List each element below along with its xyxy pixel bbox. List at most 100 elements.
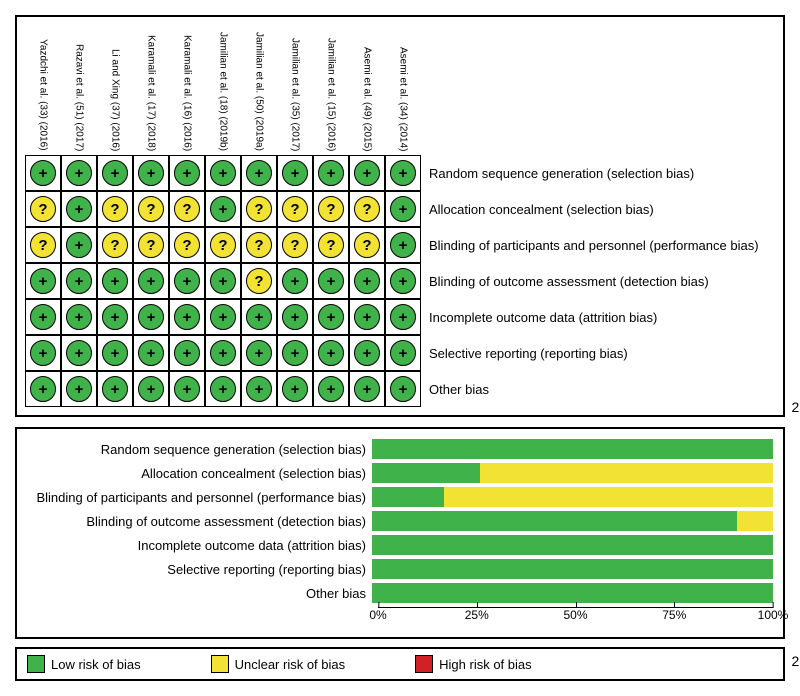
- bar-segment-low: [372, 511, 737, 531]
- grid-cell: +: [277, 371, 313, 407]
- grid-cell: ?: [97, 191, 133, 227]
- grid-cell: +: [349, 335, 385, 371]
- grid-cell: +: [169, 335, 205, 371]
- study-header-label: Jamilian et al. (50) (2019a): [254, 32, 265, 155]
- figure-label-a: 2a.: [792, 399, 800, 415]
- bar-row: Other bias: [27, 583, 773, 603]
- rating-circle-low: +: [30, 304, 56, 330]
- bar-segment-low: [372, 583, 773, 603]
- axis-tick: 25%: [465, 602, 489, 622]
- rating-circle-low: +: [138, 268, 164, 294]
- rating-circle-low: +: [282, 304, 308, 330]
- grid-cell: ?: [241, 191, 277, 227]
- grid-cell: +: [25, 371, 61, 407]
- rating-circle-low: +: [282, 376, 308, 402]
- grid-cell: ?: [25, 191, 61, 227]
- rating-circle-low: +: [66, 304, 92, 330]
- grid-cell: ?: [169, 227, 205, 263]
- rating-circle-low: +: [246, 376, 272, 402]
- study-headers-row: Yazdchi et al. (33) (2016)Razavi et al. …: [25, 25, 759, 155]
- grid-cell: +: [169, 371, 205, 407]
- rating-circle-low: +: [318, 304, 344, 330]
- rating-circle-low: +: [66, 196, 92, 222]
- grid-cell: +: [61, 227, 97, 263]
- grid-cell: ?: [133, 191, 169, 227]
- grid-cell: +: [385, 371, 421, 407]
- grid-cell: ?: [241, 227, 277, 263]
- axis-tick-label: 100%: [758, 608, 789, 622]
- rating-circle-unclear: ?: [30, 196, 56, 222]
- rating-circle-low: +: [354, 268, 380, 294]
- rating-circle-low: +: [138, 304, 164, 330]
- rating-circle-low: +: [102, 376, 128, 402]
- rating-circle-low: +: [138, 160, 164, 186]
- bar-row: Blinding of outcome assessment (detectio…: [27, 511, 773, 531]
- grid-cell: +: [385, 191, 421, 227]
- grid-cell: +: [205, 191, 241, 227]
- grid-cell: +: [385, 155, 421, 191]
- axis-tick-label: 75%: [662, 608, 686, 622]
- grid-cell: +: [313, 335, 349, 371]
- rating-circle-unclear: ?: [282, 232, 308, 258]
- study-header: Razavi et al. (51) (2017): [61, 25, 97, 155]
- bar-track: [372, 535, 773, 555]
- rating-circle-low: +: [210, 340, 236, 366]
- grid-cell: +: [97, 335, 133, 371]
- grid-cell: +: [313, 371, 349, 407]
- grid-cell: ?: [277, 227, 313, 263]
- grid-cell: +: [61, 299, 97, 335]
- swatch-unclear: [211, 655, 229, 673]
- grid-cell: ?: [25, 227, 61, 263]
- axis-tick: 0%: [369, 602, 386, 622]
- bar-label: Blinding of participants and personnel (…: [27, 490, 372, 505]
- grid-cell: +: [61, 263, 97, 299]
- bar-track: [372, 511, 773, 531]
- grid-cell: +: [313, 263, 349, 299]
- grid-cell: +: [241, 371, 277, 407]
- swatch-high: [415, 655, 433, 673]
- grid-cell: +: [385, 299, 421, 335]
- rating-circle-low: +: [246, 340, 272, 366]
- grid-cell: +: [313, 299, 349, 335]
- study-header-label: Li and Xing (37) (2016): [110, 49, 121, 155]
- grid-cell: +: [349, 371, 385, 407]
- rating-circle-low: +: [282, 268, 308, 294]
- rating-circle-low: +: [390, 160, 416, 186]
- rating-circle-low: +: [390, 268, 416, 294]
- grid-wrapper: Yazdchi et al. (33) (2016)Razavi et al. …: [25, 25, 759, 407]
- rating-circle-low: +: [210, 196, 236, 222]
- bar-row: Random sequence generation (selection bi…: [27, 439, 773, 459]
- bar-row: Allocation concealment (selection bias): [27, 463, 773, 483]
- axis-tick: 100%: [758, 602, 789, 622]
- grid-cell: +: [349, 299, 385, 335]
- rating-circle-low: +: [66, 232, 92, 258]
- rating-circle-low: +: [138, 376, 164, 402]
- grid-row: +++++++++++Selective reporting (reportin…: [25, 335, 759, 371]
- grid-cell: +: [97, 263, 133, 299]
- rating-circle-low: +: [174, 376, 200, 402]
- rating-circle-unclear: ?: [30, 232, 56, 258]
- grid-cell: ?: [349, 227, 385, 263]
- grid-cell: +: [241, 155, 277, 191]
- domain-label: Allocation concealment (selection bias): [421, 202, 654, 217]
- grid-cell: +: [313, 155, 349, 191]
- bar-row: Blinding of participants and personnel (…: [27, 487, 773, 507]
- axis-tick: 75%: [662, 602, 686, 622]
- rating-circle-unclear: ?: [246, 268, 272, 294]
- legend-label-high: High risk of bias: [439, 657, 531, 672]
- bar-track: [372, 487, 773, 507]
- grid-cell: ?: [313, 191, 349, 227]
- legend-item-high: High risk of bias: [415, 655, 531, 673]
- bar-segment-low: [372, 559, 773, 579]
- bar-row: Incomplete outcome data (attrition bias): [27, 535, 773, 555]
- study-header: Jamilian et al. (18) (2019b): [205, 25, 241, 155]
- grid-cell: +: [241, 299, 277, 335]
- grid-cell: +: [205, 335, 241, 371]
- axis-tick-label: 0%: [369, 608, 386, 622]
- grid-cell: +: [241, 335, 277, 371]
- bar-segment-low: [372, 439, 773, 459]
- risk-of-bias-summary-panel: Random sequence generation (selection bi…: [15, 427, 785, 639]
- legend-item-low: Low risk of bias: [27, 655, 141, 673]
- bar-segment-unclear: [737, 511, 773, 531]
- rating-circle-unclear: ?: [318, 196, 344, 222]
